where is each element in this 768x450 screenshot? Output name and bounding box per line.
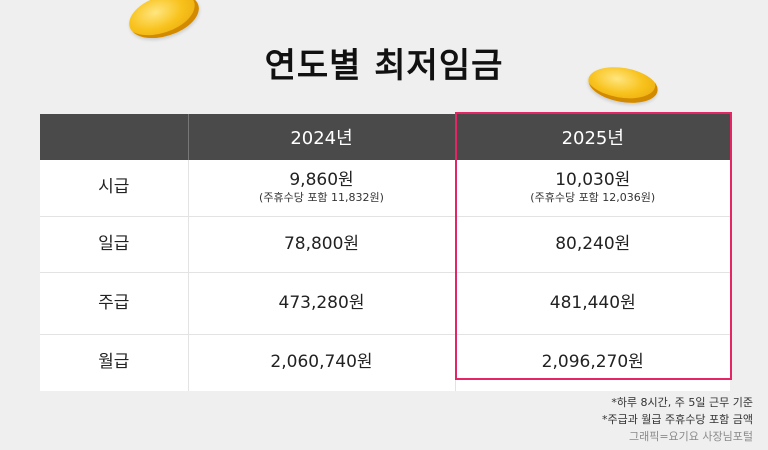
cell-2024: 78,800원 [188, 216, 456, 273]
graphic-credit: 그래픽=요기요 사장님포털 [628, 430, 753, 443]
table-row: 주급 473,280원 481,440원 [40, 272, 730, 335]
footnote: *주급과 월급 주휴수당 포함 금액 [601, 413, 753, 426]
row-label: 일급 [40, 216, 189, 273]
page-title: 연도별 최저임금 [264, 46, 504, 86]
row-label: 주급 [40, 272, 189, 335]
row-label: 시급 [40, 160, 189, 217]
wage-value: 10,030원 [555, 170, 631, 191]
footnotes: *하루 8시간, 주 5일 근무 기준 *주급과 월급 주휴수당 포함 금액 그… [602, 394, 753, 445]
row-label: 월급 [40, 334, 189, 391]
footnote: *하루 8시간, 주 5일 근무 기준 [611, 396, 753, 409]
table-row: 월급 2,060,740원 2,096,270원 [40, 334, 730, 391]
wage-table: 2024년 2025년 시급 9,860원 (주휴수당 포함 11,832원) … [40, 114, 730, 391]
header-2025: 2025년 [455, 114, 730, 160]
cell-2025: 481,440원 [455, 272, 730, 335]
cell-2025: 2,096,270원 [455, 334, 730, 391]
wage-note: (주휴수당 포함 12,036원) [530, 190, 656, 204]
cell-2024: 2,060,740원 [188, 334, 456, 391]
wage-value: 9,860원 [289, 170, 354, 191]
table-header-row: 2024년 2025년 [40, 114, 730, 160]
cell-2024: 473,280원 [188, 272, 456, 335]
cell-2025: 80,240원 [455, 216, 730, 273]
cell-2025: 10,030원 (주휴수당 포함 12,036원) [455, 160, 730, 217]
cell-2024: 9,860원 (주휴수당 포함 11,832원) [188, 160, 456, 217]
table-row: 일급 78,800원 80,240원 [40, 216, 730, 273]
table-row: 시급 9,860원 (주휴수당 포함 11,832원) 10,030원 (주휴수… [40, 160, 730, 217]
header-2024: 2024년 [188, 114, 456, 160]
header-empty-cell [40, 114, 189, 160]
wage-note: (주휴수당 포함 11,832원) [259, 190, 384, 204]
